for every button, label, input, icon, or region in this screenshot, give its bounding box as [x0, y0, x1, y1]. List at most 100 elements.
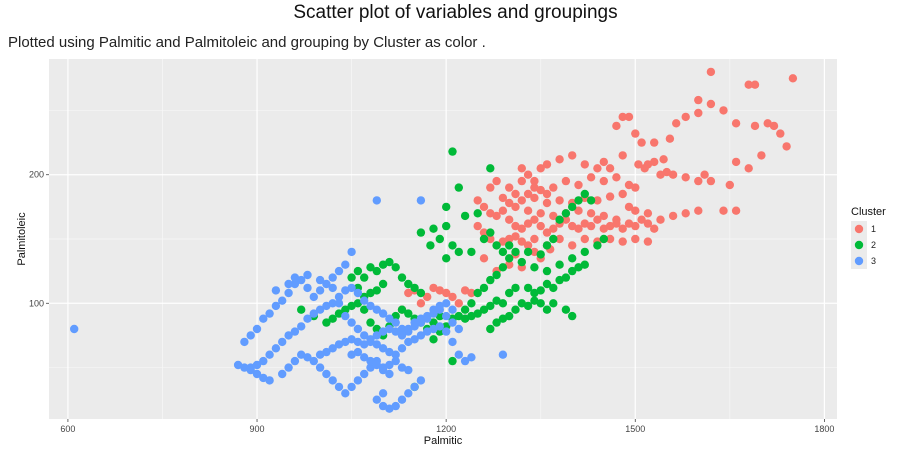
scatter-point-cluster-2 — [460, 314, 470, 323]
scatter-point-cluster-2 — [467, 311, 476, 321]
scatter-point-cluster-2 — [486, 164, 495, 173]
scatter-point-cluster-2 — [549, 299, 558, 308]
scatter-point-cluster-3 — [347, 382, 356, 392]
scatter-point-cluster-1 — [423, 292, 432, 302]
scatter-point-cluster-3 — [448, 318, 457, 327]
scatter-point-cluster-2 — [498, 314, 508, 323]
scatter-point-cluster-1 — [549, 224, 558, 233]
scatter-point-cluster-2 — [360, 305, 369, 314]
scatter-point-cluster-1 — [719, 206, 728, 215]
scatter-point-cluster-2 — [391, 263, 400, 272]
scatter-point-cluster-1 — [473, 221, 482, 231]
scatter-point-cluster-2 — [542, 241, 552, 250]
scatter-point-cluster-3 — [360, 296, 369, 305]
scatter-point-cluster-1 — [672, 119, 681, 128]
legend-label-cluster-1: 1 — [871, 224, 876, 234]
scatter-point-cluster-1 — [536, 164, 545, 173]
scatter-point-cluster-3 — [372, 331, 381, 340]
scatter-point-cluster-1 — [618, 189, 627, 199]
scatter-point-cluster-1 — [523, 219, 533, 228]
scatter-point-cluster-2 — [454, 247, 463, 257]
scatter-point-cluster-2 — [505, 254, 514, 263]
scatter-point-cluster-1 — [750, 80, 760, 89]
scatter-point-cluster-1 — [612, 173, 621, 182]
scatter-point-cluster-2 — [580, 247, 589, 257]
legend-label-cluster-2: 2 — [871, 240, 876, 250]
scatter-point-cluster-3 — [233, 360, 243, 370]
scatter-point-cluster-2 — [486, 275, 495, 285]
scatter-point-cluster-3 — [284, 279, 293, 289]
scatter-point-cluster-1 — [586, 173, 596, 182]
scatter-point-cluster-1 — [555, 155, 564, 164]
scatter-point-cluster-2 — [454, 183, 463, 192]
scatter-point-cluster-3 — [271, 301, 281, 311]
scatter-point-cluster-1 — [498, 193, 508, 203]
scatter-point-cluster-1 — [643, 237, 653, 246]
scatter-point-cluster-3 — [360, 353, 369, 362]
scatter-point-cluster-1 — [744, 164, 753, 173]
scatter-point-cluster-3 — [410, 335, 419, 344]
scatter-point-cluster-3 — [353, 347, 363, 357]
scatter-point-cluster-3 — [442, 311, 451, 321]
scatter-point-cluster-1 — [618, 237, 627, 246]
scatter-point-cluster-1 — [643, 219, 653, 228]
scatter-point-cluster-1 — [631, 183, 640, 192]
scatter-point-cluster-1 — [536, 209, 545, 218]
scatter-point-cluster-3 — [341, 311, 350, 321]
scatter-point-cluster-3 — [404, 389, 413, 398]
scatter-point-cluster-2 — [448, 147, 457, 156]
scatter-point-cluster-2 — [549, 283, 558, 293]
scatter-point-cluster-2 — [593, 241, 602, 250]
scatter-point-cluster-3 — [315, 363, 325, 372]
scatter-point-cluster-2 — [448, 241, 457, 250]
scatter-point-cluster-1 — [580, 219, 589, 228]
scatter-point-cluster-1 — [731, 206, 741, 215]
scatter-point-cluster-3 — [265, 309, 274, 318]
scatter-point-cluster-1 — [505, 234, 514, 244]
scatter-point-cluster-3 — [341, 260, 350, 269]
scatter-point-cluster-3 — [353, 288, 363, 298]
scatter-point-cluster-3 — [315, 350, 325, 359]
scatter-point-cluster-1 — [725, 180, 734, 190]
x-axis-ticks: 600 900 1200 1500 1800 — [60, 419, 834, 434]
scatter-point-cluster-1 — [561, 176, 571, 186]
scatter-point-cluster-3 — [334, 340, 344, 349]
y-tick-label: 200 — [29, 170, 44, 180]
scatter-point-cluster-3 — [315, 275, 325, 285]
scatter-point-cluster-1 — [549, 183, 558, 192]
scatter-point-cluster-2 — [536, 286, 545, 295]
scatter-point-cluster-1 — [530, 176, 539, 186]
scatter-point-cluster-1 — [530, 234, 539, 244]
scatter-point-cluster-2 — [492, 270, 501, 280]
scatter-point-cluster-2 — [492, 318, 501, 327]
scatter-point-cluster-1 — [511, 202, 520, 212]
scatter-point-cluster-3 — [448, 337, 457, 347]
scatter-point-cluster-2 — [517, 257, 526, 267]
scatter-point-cluster-3 — [397, 324, 407, 334]
scatter-point-cluster-3 — [297, 350, 306, 359]
scatter-point-cluster-3 — [322, 279, 331, 289]
scatter-point-cluster-1 — [650, 224, 659, 233]
scatter-point-cluster-1 — [634, 160, 643, 169]
scatter-point-cluster-3 — [353, 324, 363, 334]
scatter-point-cluster-2 — [542, 279, 552, 289]
scatter-point-cluster-3 — [303, 314, 312, 323]
scatter-point-cluster-2 — [429, 335, 438, 344]
scatter-point-cluster-1 — [599, 211, 608, 221]
scatter-point-cluster-1 — [668, 211, 678, 221]
scatter-point-cluster-3 — [397, 344, 407, 353]
scatter-point-cluster-1 — [568, 241, 577, 250]
scatter-point-cluster-3 — [246, 365, 255, 375]
scatter-point-cluster-2 — [372, 324, 381, 334]
scatter-point-cluster-1 — [486, 209, 495, 218]
scatter-point-cluster-3 — [347, 335, 356, 344]
scatter-point-cluster-2 — [568, 311, 577, 321]
scatter-point-cluster-2 — [530, 263, 539, 272]
scatter-point-cluster-3 — [246, 331, 255, 340]
scatter-point-cluster-2 — [334, 309, 344, 318]
scatter-point-cluster-2 — [511, 305, 520, 314]
scatter-point-cluster-2 — [486, 324, 495, 334]
legend-title: Cluster — [851, 206, 886, 218]
scatter-point-cluster-3 — [360, 369, 369, 379]
scatter-point-cluster-3 — [429, 324, 438, 334]
